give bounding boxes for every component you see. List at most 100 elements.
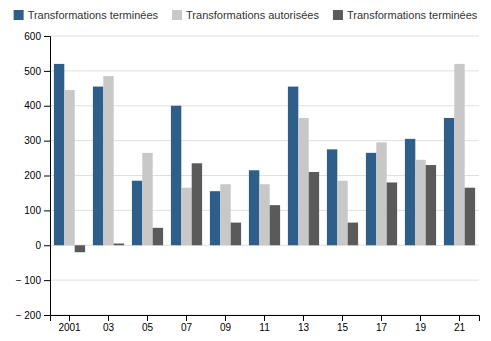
legend: Transformations terminées Transformations… bbox=[14, 9, 478, 21]
y-tick-mark bbox=[44, 210, 50, 211]
bar bbox=[405, 139, 415, 245]
y-tick-label: 400 bbox=[24, 100, 41, 111]
bar bbox=[259, 184, 269, 245]
y-tick-mark bbox=[44, 141, 50, 142]
bar bbox=[192, 163, 202, 245]
x-tick-mark bbox=[225, 315, 226, 321]
x-tick-mark bbox=[69, 315, 70, 321]
y-tick-mark bbox=[44, 71, 50, 72]
bar bbox=[415, 160, 425, 245]
y-tick-label: 200 bbox=[24, 170, 41, 181]
chart-svg: Transformations terminées Transformations… bbox=[0, 0, 491, 341]
bar bbox=[327, 149, 337, 245]
x-tick-mark bbox=[108, 315, 109, 321]
bar bbox=[270, 205, 280, 245]
x-tick-mark bbox=[303, 315, 304, 321]
y-axis-line bbox=[44, 37, 51, 316]
grid-line bbox=[50, 105, 479, 106]
bar bbox=[337, 181, 347, 246]
x-tick-label: 15 bbox=[337, 322, 349, 333]
y-tick: − 200 bbox=[16, 310, 50, 321]
x-tick: 13 bbox=[298, 315, 310, 333]
bar bbox=[387, 182, 397, 245]
plot: − 200 − 100 0 100 200 300 400 500 600 2001 03 05 07 0… bbox=[16, 31, 480, 333]
bar-series bbox=[64, 64, 464, 245]
bar bbox=[376, 142, 386, 245]
y-tick: − 100 bbox=[16, 275, 50, 286]
bar bbox=[93, 87, 103, 246]
y-tick-label: 500 bbox=[24, 66, 41, 77]
x-tick: 03 bbox=[103, 315, 115, 333]
y-axis: − 200 − 100 0 100 200 300 400 500 600 bbox=[16, 31, 51, 321]
bar bbox=[64, 90, 74, 245]
bar bbox=[454, 64, 464, 245]
y-tick-label: 100 bbox=[24, 205, 41, 216]
x-tick: 07 bbox=[181, 315, 193, 333]
bar bbox=[132, 181, 142, 246]
bar bbox=[298, 118, 308, 245]
y-tick-label: 300 bbox=[24, 135, 41, 146]
x-tick-label: 11 bbox=[259, 322, 270, 333]
grid bbox=[50, 36, 479, 315]
y-tick-mark bbox=[44, 36, 50, 37]
bars bbox=[54, 64, 475, 252]
bar bbox=[231, 223, 241, 246]
x-tick-label: 2001 bbox=[58, 322, 81, 333]
y-tick-mark bbox=[44, 280, 50, 281]
bar bbox=[103, 76, 113, 245]
bar bbox=[309, 172, 319, 245]
x-tick-mark bbox=[342, 315, 343, 321]
x-tick-label: 07 bbox=[181, 322, 193, 333]
x-tick: 09 bbox=[220, 315, 232, 333]
x-tick-label: 13 bbox=[298, 322, 310, 333]
legend-label: Transformations terminées bbox=[28, 9, 159, 21]
bar-series bbox=[54, 64, 454, 245]
y-tick-mark bbox=[44, 315, 50, 316]
x-tick-mark bbox=[381, 315, 382, 321]
y-tick: 500 bbox=[24, 66, 50, 77]
grid-line bbox=[50, 36, 479, 37]
x-tick: 19 bbox=[415, 315, 427, 333]
x-tick: 21 bbox=[454, 315, 466, 333]
y-tick-mark bbox=[44, 176, 50, 177]
bar bbox=[444, 118, 454, 245]
x-tick-label: 09 bbox=[220, 322, 232, 333]
bar bbox=[465, 188, 475, 246]
legend-swatch bbox=[172, 10, 182, 20]
x-tick-label: 05 bbox=[142, 322, 154, 333]
y-tick: 300 bbox=[24, 135, 50, 146]
bar bbox=[153, 228, 163, 245]
bar bbox=[181, 188, 191, 246]
y-tick: 400 bbox=[24, 100, 50, 111]
bar bbox=[75, 245, 85, 252]
bar bbox=[366, 153, 376, 245]
bar bbox=[210, 191, 220, 245]
y-tick-mark bbox=[44, 106, 50, 107]
x-tick: 15 bbox=[337, 315, 349, 333]
bar bbox=[249, 170, 259, 245]
bar bbox=[426, 165, 436, 245]
x-axis: 2001 03 05 07 09 11 13 15 17 19 21 bbox=[51, 315, 480, 333]
legend-swatch bbox=[14, 10, 24, 20]
bar bbox=[220, 184, 230, 245]
y-tick-label: 600 bbox=[24, 31, 41, 42]
x-tick: 17 bbox=[376, 315, 388, 333]
legend-item: Transformations autorisées bbox=[172, 9, 319, 21]
y-tick: 600 bbox=[24, 31, 50, 42]
x-tick-mark bbox=[186, 315, 187, 321]
legend-swatch bbox=[333, 10, 343, 20]
legend-item: Transformations terminées bbox=[333, 9, 478, 21]
bar bbox=[114, 244, 124, 246]
legend-item: Transformations terminées bbox=[14, 9, 159, 21]
x-axis-line bbox=[51, 316, 480, 322]
y-tick-label: − 200 bbox=[16, 310, 42, 321]
y-tick-mark bbox=[44, 245, 50, 246]
chart-container: Transformations terminées Transformations… bbox=[0, 0, 491, 341]
y-tick: 0 bbox=[35, 240, 50, 251]
y-tick-label: 0 bbox=[35, 240, 41, 251]
x-tick-label: 21 bbox=[454, 322, 466, 333]
grid-line bbox=[50, 280, 479, 281]
x-tick-label: 17 bbox=[376, 322, 388, 333]
x-tick-mark bbox=[264, 315, 265, 321]
bar bbox=[288, 87, 298, 246]
